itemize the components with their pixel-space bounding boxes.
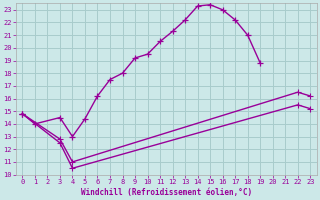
- X-axis label: Windchill (Refroidissement éolien,°C): Windchill (Refroidissement éolien,°C): [81, 188, 252, 197]
